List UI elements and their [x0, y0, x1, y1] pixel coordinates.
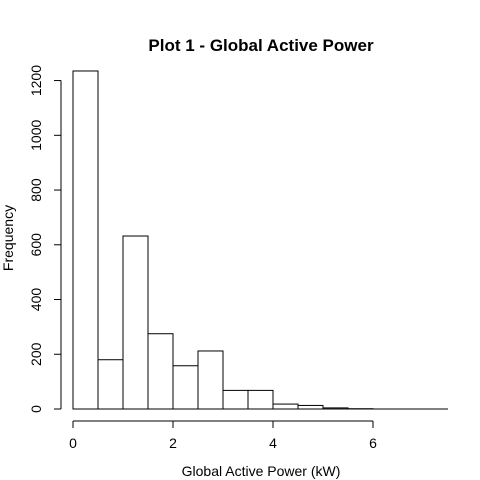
histogram-bar [273, 404, 298, 409]
x-axis-label: Global Active Power (kW) [182, 463, 341, 479]
y-tick-label: 0 [28, 405, 44, 413]
x-tick-label: 4 [269, 435, 277, 451]
y-tick-label: 1000 [28, 120, 44, 151]
y-tick-label: 600 [28, 233, 44, 257]
chart-title: Plot 1 - Global Active Power [148, 36, 374, 55]
histogram-bar [173, 366, 198, 409]
histogram-bar [73, 71, 98, 409]
y-axis: 0 200 400 600 800 1000 1200 [28, 65, 61, 413]
x-axis: 0 2 4 6 [69, 421, 377, 451]
histogram-bar [123, 236, 148, 409]
y-tick-label: 1200 [28, 65, 44, 96]
bars-group [73, 71, 448, 409]
y-tick-label: 400 [28, 288, 44, 312]
histogram-bar [323, 408, 348, 409]
histogram-bar [248, 390, 273, 409]
y-tick-label: 800 [28, 178, 44, 202]
histogram-bar [223, 390, 248, 409]
x-tick-label: 6 [369, 435, 377, 451]
y-tick-label: 200 [28, 342, 44, 366]
histogram-bar [298, 405, 323, 409]
x-tick-label: 0 [69, 435, 77, 451]
y-axis-label: Frequency [0, 205, 16, 271]
x-tick-label: 2 [169, 435, 177, 451]
histogram-bar [148, 334, 173, 409]
histogram-bar [98, 360, 123, 409]
histogram-bar [198, 351, 223, 409]
